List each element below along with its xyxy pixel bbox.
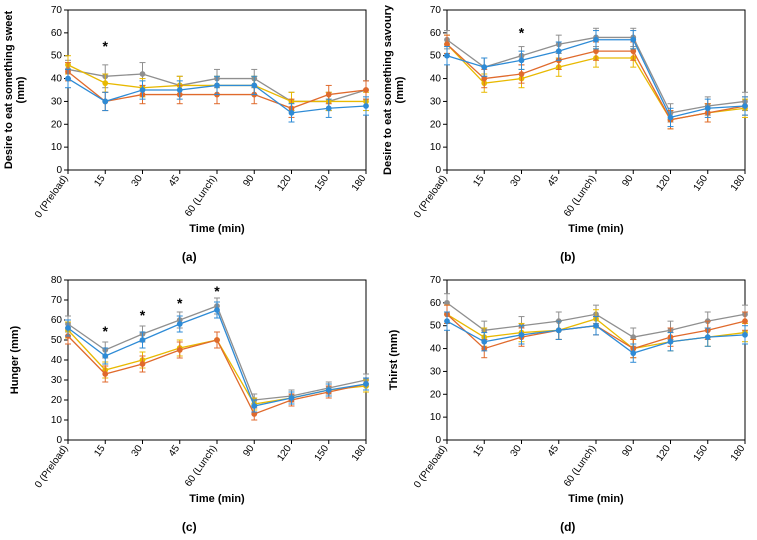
svg-text:20: 20	[51, 395, 63, 406]
svg-text:150: 150	[691, 173, 710, 193]
svg-text:45: 45	[545, 173, 561, 189]
svg-text:120: 120	[275, 443, 294, 463]
svg-text:30: 30	[51, 375, 63, 386]
svg-text:50: 50	[51, 335, 63, 346]
svg-text:60: 60	[51, 315, 63, 326]
svg-text:70: 70	[51, 5, 63, 16]
caption-b: (b)	[379, 250, 757, 264]
svg-text:(mm): (mm)	[15, 76, 27, 103]
svg-text:(mm): (mm)	[394, 76, 406, 103]
panel-c: 010203040506070800 (Preload)15304560 (Lu…	[0, 270, 379, 540]
svg-text:10: 10	[429, 412, 441, 423]
svg-text:0 (Preload): 0 (Preload)	[412, 173, 449, 220]
svg-text:Time (min): Time (min)	[568, 493, 624, 505]
chart-b: 0102030405060700 (Preload)15304560 (Lunc…	[379, 0, 757, 250]
svg-text:40: 40	[51, 355, 63, 366]
svg-text:20: 20	[429, 389, 441, 400]
svg-text:Thirst (mm): Thirst (mm)	[388, 329, 400, 390]
svg-text:45: 45	[167, 443, 183, 459]
svg-text:30: 30	[130, 173, 146, 189]
svg-text:20: 20	[51, 119, 63, 130]
svg-text:60 (Lunch): 60 (Lunch)	[183, 173, 219, 218]
svg-text:60 (Lunch): 60 (Lunch)	[562, 173, 598, 218]
svg-text:50: 50	[429, 321, 441, 332]
panel-a: 0102030405060700 (Preload)15304560 (Lunc…	[0, 0, 379, 270]
svg-text:40: 40	[429, 344, 441, 355]
svg-text:Time (min): Time (min)	[189, 223, 245, 235]
svg-text:30: 30	[130, 443, 146, 459]
svg-text:15: 15	[92, 173, 108, 189]
svg-text:60 (Lunch): 60 (Lunch)	[562, 443, 598, 488]
panel-d: 0102030405060700 (Preload)15304560 (Lunc…	[379, 270, 757, 540]
svg-text:150: 150	[313, 173, 332, 193]
svg-text:180: 180	[350, 443, 369, 463]
svg-text:Hunger (mm): Hunger (mm)	[9, 325, 21, 394]
svg-text:60: 60	[51, 28, 63, 39]
svg-text:30: 30	[429, 366, 441, 377]
svg-text:70: 70	[51, 295, 63, 306]
svg-text:180: 180	[728, 443, 747, 463]
svg-text:60: 60	[429, 28, 441, 39]
svg-text:45: 45	[167, 173, 183, 189]
svg-text:90: 90	[620, 173, 636, 189]
svg-text:120: 120	[654, 443, 673, 463]
svg-text:30: 30	[51, 96, 63, 107]
caption-a: (a)	[0, 250, 379, 264]
svg-text:150: 150	[313, 443, 332, 463]
svg-text:60 (Lunch): 60 (Lunch)	[183, 443, 219, 488]
svg-text:90: 90	[241, 173, 257, 189]
svg-text:30: 30	[508, 173, 524, 189]
svg-text:45: 45	[545, 443, 561, 459]
svg-text:80: 80	[51, 275, 63, 286]
svg-text:*: *	[518, 24, 524, 40]
panel-b: 0102030405060700 (Preload)15304560 (Lunc…	[379, 0, 757, 270]
svg-text:40: 40	[429, 74, 441, 85]
caption-c: (c)	[0, 520, 379, 534]
svg-text:50: 50	[51, 51, 63, 62]
svg-text:10: 10	[51, 415, 63, 426]
svg-text:0 (Preload): 0 (Preload)	[412, 443, 449, 490]
svg-text:15: 15	[471, 443, 487, 459]
svg-text:30: 30	[508, 443, 524, 459]
chart-c: 010203040506070800 (Preload)15304560 (Lu…	[0, 270, 378, 520]
svg-text:Time (min): Time (min)	[189, 493, 245, 505]
svg-text:15: 15	[471, 173, 487, 189]
figure-grid: 0102030405060700 (Preload)15304560 (Lunc…	[0, 0, 757, 539]
figure-page: { "figure": { "background_color": "#ffff…	[0, 0, 757, 539]
svg-text:10: 10	[429, 142, 441, 153]
svg-text:20: 20	[429, 119, 441, 130]
chart-a: 0102030405060700 (Preload)15304560 (Lunc…	[0, 0, 378, 250]
svg-text:Desire to eat something sweet: Desire to eat something sweet	[3, 11, 15, 170]
svg-text:*: *	[103, 38, 109, 54]
svg-text:180: 180	[350, 173, 369, 193]
svg-text:150: 150	[691, 443, 710, 463]
svg-text:Time (min): Time (min)	[568, 223, 624, 235]
svg-text:40: 40	[51, 74, 63, 85]
svg-text:70: 70	[429, 5, 441, 16]
svg-text:10: 10	[51, 142, 63, 153]
svg-text:90: 90	[241, 443, 257, 459]
chart-d: 0102030405060700 (Preload)15304560 (Lunc…	[379, 270, 757, 520]
svg-text:*: *	[140, 307, 146, 323]
svg-text:90: 90	[620, 443, 636, 459]
svg-text:*: *	[177, 295, 183, 311]
svg-text:60: 60	[429, 298, 441, 309]
svg-text:Desire to eat something savour: Desire to eat something savoury	[382, 4, 394, 175]
svg-text:120: 120	[275, 173, 294, 193]
svg-text:50: 50	[429, 51, 441, 62]
svg-text:0 (Preload): 0 (Preload)	[33, 443, 70, 490]
svg-text:0 (Preload): 0 (Preload)	[33, 173, 70, 220]
svg-text:120: 120	[654, 173, 673, 193]
svg-text:*: *	[214, 283, 220, 299]
svg-text:15: 15	[92, 443, 108, 459]
svg-text:*: *	[103, 323, 109, 339]
svg-text:70: 70	[429, 275, 441, 286]
caption-d: (d)	[379, 520, 757, 534]
svg-text:30: 30	[429, 96, 441, 107]
svg-text:180: 180	[728, 173, 747, 193]
